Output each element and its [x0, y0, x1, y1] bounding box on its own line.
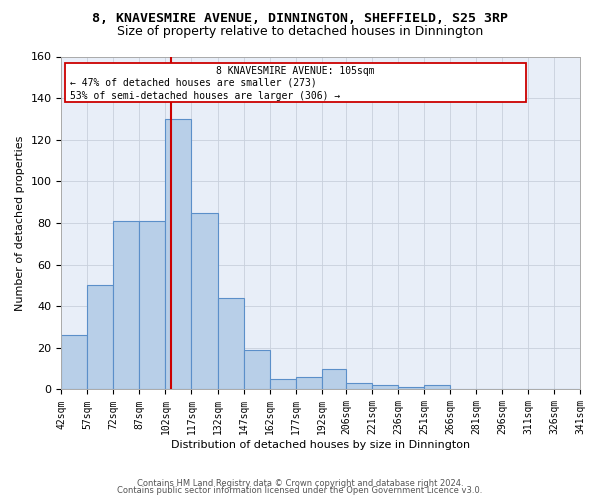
Bar [269, 379, 296, 390]
Bar [113, 221, 139, 390]
Bar [166, 119, 191, 390]
Text: 8 KNAVESMIRE AVENUE: 105sqm: 8 KNAVESMIRE AVENUE: 105sqm [216, 66, 375, 76]
Text: Size of property relative to detached houses in Dinnington: Size of property relative to detached ho… [117, 25, 483, 38]
Y-axis label: Number of detached properties: Number of detached properties [15, 136, 25, 310]
Bar [191, 212, 218, 390]
Bar [372, 386, 398, 390]
Bar [88, 286, 113, 390]
FancyBboxPatch shape [65, 62, 526, 102]
X-axis label: Distribution of detached houses by size in Dinnington: Distribution of detached houses by size … [171, 440, 470, 450]
Text: Contains HM Land Registry data © Crown copyright and database right 2024.: Contains HM Land Registry data © Crown c… [137, 478, 463, 488]
Bar [346, 383, 372, 390]
Text: 8, KNAVESMIRE AVENUE, DINNINGTON, SHEFFIELD, S25 3RP: 8, KNAVESMIRE AVENUE, DINNINGTON, SHEFFI… [92, 12, 508, 26]
Text: ← 47% of detached houses are smaller (273): ← 47% of detached houses are smaller (27… [70, 78, 317, 88]
Bar [296, 377, 322, 390]
Bar [244, 350, 269, 390]
Bar [139, 221, 166, 390]
Text: Contains public sector information licensed under the Open Government Licence v3: Contains public sector information licen… [118, 486, 482, 495]
Text: 53% of semi-detached houses are larger (306) →: 53% of semi-detached houses are larger (… [70, 91, 340, 101]
Bar [398, 388, 424, 390]
Bar [218, 298, 244, 390]
Bar [61, 336, 88, 390]
Bar [322, 368, 346, 390]
Bar [424, 386, 450, 390]
